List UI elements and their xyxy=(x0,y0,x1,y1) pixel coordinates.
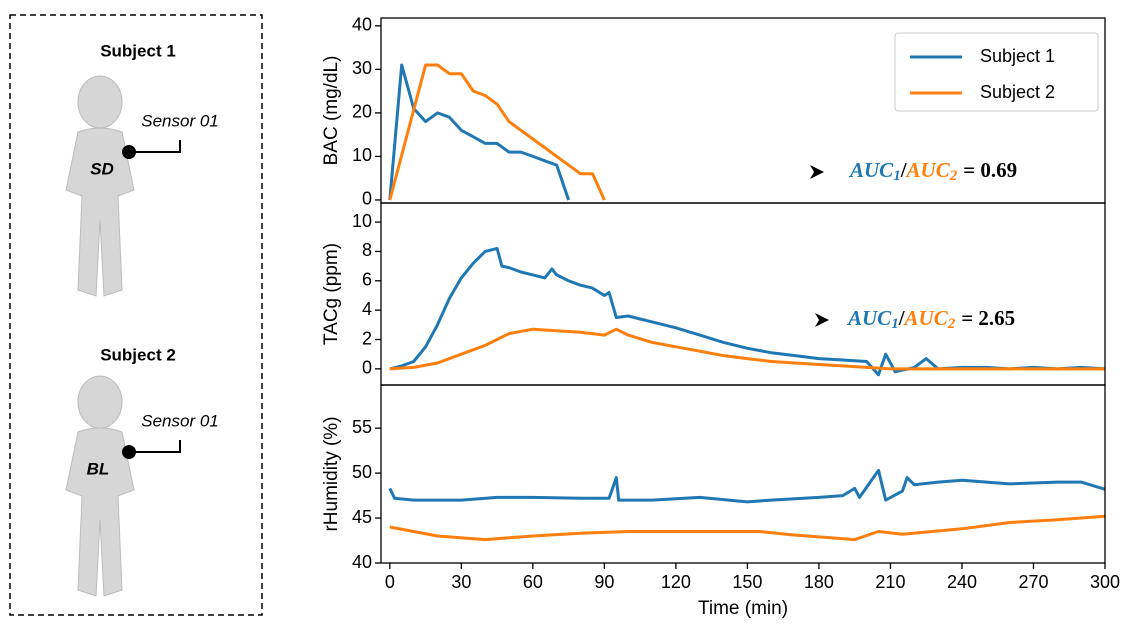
x-tick-label: 210 xyxy=(875,572,905,592)
auc-part: 1 xyxy=(891,316,899,332)
y-tick-label: 45 xyxy=(352,507,372,527)
x-tick-label: 120 xyxy=(661,572,691,592)
data-line xyxy=(388,63,571,201)
data-line xyxy=(388,468,1106,504)
y-tick-label: 8 xyxy=(362,240,372,260)
subject-label: Subject 1 xyxy=(100,41,176,60)
plot-frame xyxy=(380,384,1106,564)
y-tick-label: 40 xyxy=(352,15,372,35)
auc-part: AUC xyxy=(848,158,894,182)
y-tick-label: 10 xyxy=(352,145,372,165)
y-tick-label: 6 xyxy=(362,270,372,290)
auc-annotation: AUC1/AUC2 = 2.65 xyxy=(846,306,1015,333)
auc-part: / xyxy=(900,158,908,182)
auc-part: AUC xyxy=(903,306,949,330)
y-tick-label: 2 xyxy=(362,328,372,348)
auc-part: 2 xyxy=(947,316,956,332)
person-figure xyxy=(65,75,135,297)
legend-label: Subject 1 xyxy=(980,46,1055,66)
legend-label: Subject 2 xyxy=(980,82,1055,102)
bullet-arrow xyxy=(815,313,829,327)
x-tick-label: 180 xyxy=(804,572,834,592)
data-line xyxy=(388,63,606,201)
y-axis-label: BAC (mg/dL) xyxy=(321,56,342,166)
auc-part: 1 xyxy=(893,168,901,184)
x-tick-label: 300 xyxy=(1090,572,1120,592)
y-tick-label: 30 xyxy=(352,58,372,78)
x-tick-label: 150 xyxy=(732,572,762,592)
auc-annotation: AUC1/AUC2 = 0.69 xyxy=(848,158,1017,185)
person-figure xyxy=(65,375,135,597)
x-tick-label: 30 xyxy=(451,572,471,592)
auc-part: 2 xyxy=(949,168,958,184)
subject-label: Subject 2 xyxy=(100,345,176,364)
sensor-label: Sensor 01 xyxy=(141,111,219,130)
site-label: SD xyxy=(90,159,114,178)
x-tick-label: 270 xyxy=(1018,572,1048,592)
y-axis-label: rHumidity (%) xyxy=(321,416,342,531)
y-tick-label: 40 xyxy=(352,552,372,572)
site-label: BL xyxy=(87,459,110,478)
x-tick-label: 0 xyxy=(385,572,395,592)
y-tick-label: 4 xyxy=(362,299,372,319)
auc-part: / xyxy=(898,306,906,330)
sensor-marker xyxy=(122,140,181,459)
auc-part: AUC xyxy=(905,158,951,182)
y-tick-label: 20 xyxy=(352,102,372,122)
data-line xyxy=(389,514,1106,542)
y-tick-label: 55 xyxy=(352,417,372,437)
y-tick-label: 50 xyxy=(352,462,372,482)
data-line xyxy=(389,247,1106,377)
auc-part: = 0.69 xyxy=(963,158,1017,182)
y-tick-label: 0 xyxy=(362,189,372,209)
x-tick-label: 60 xyxy=(523,572,543,592)
x-tick-label: 90 xyxy=(594,572,614,592)
y-tick-label: 0 xyxy=(362,358,372,378)
legend: Subject 1 Subject 2 xyxy=(894,32,1099,112)
sensor-label: Sensor 01 xyxy=(141,411,219,430)
bullet-arrow xyxy=(810,165,824,179)
data-line xyxy=(389,327,1105,371)
auc-part: AUC xyxy=(846,306,892,330)
y-tick-label: 10 xyxy=(352,211,372,231)
x-tick-label: 240 xyxy=(947,572,977,592)
subject-panel xyxy=(9,14,263,616)
y-axis-label: TACg (ppm) xyxy=(321,243,342,345)
x-axis-label: Time (min) xyxy=(698,598,788,619)
auc-part: = 2.65 xyxy=(961,306,1015,330)
